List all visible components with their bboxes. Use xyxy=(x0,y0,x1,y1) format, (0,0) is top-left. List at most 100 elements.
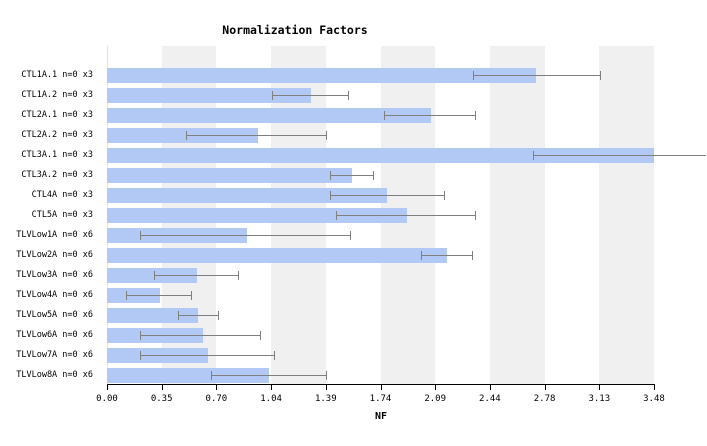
error-bar-cap-right xyxy=(443,191,445,200)
bar xyxy=(107,148,654,163)
error-bar-cap-left xyxy=(140,351,141,360)
x-tick xyxy=(380,385,382,390)
error-bar-cap-left xyxy=(330,171,332,180)
grid-band xyxy=(489,46,545,385)
x-tick-label: 2.44 xyxy=(479,394,501,404)
error-bar-cap-right xyxy=(326,131,328,140)
bar xyxy=(107,368,269,383)
error-bar-cap-left xyxy=(532,151,534,160)
category-label: TLVLow1A n=0 x6 xyxy=(16,230,93,240)
error-bar-cap-right xyxy=(349,231,351,240)
error-bar-cap-right xyxy=(217,311,219,320)
error-bar-cap-right xyxy=(326,371,328,380)
error-bar-cap-left xyxy=(473,71,475,80)
bar xyxy=(107,88,312,103)
bar xyxy=(107,248,447,263)
category-label: TLVLow5A n=0 x6 xyxy=(16,310,93,320)
bar xyxy=(107,308,199,323)
x-tick xyxy=(489,385,491,390)
x-tick xyxy=(599,385,601,390)
error-bar-cap-left xyxy=(140,231,141,240)
bar xyxy=(107,188,387,203)
x-tick xyxy=(435,385,437,390)
x-tick-label: 3.48 xyxy=(643,394,665,404)
category-label: CTL3A.1 n=0 x3 xyxy=(21,150,93,160)
x-tick xyxy=(216,385,218,390)
category-label: CTL4A n=0 x3 xyxy=(31,190,93,200)
error-bar-cap-left xyxy=(210,371,212,380)
x-tick-label: 1.74 xyxy=(369,394,392,404)
error-bar-line xyxy=(140,335,262,336)
error-bar-cap-right xyxy=(472,251,474,260)
bar xyxy=(107,108,431,123)
error-bar-line xyxy=(210,375,328,376)
category-label: CTL1A.2 n=0 x3 xyxy=(21,90,93,100)
error-bar-line xyxy=(336,215,477,216)
x-tick-label: 0.35 xyxy=(150,394,173,404)
error-bar-line xyxy=(330,195,445,196)
error-bar-line xyxy=(125,295,192,296)
error-bar-cap-left xyxy=(185,131,187,140)
bar xyxy=(107,68,537,83)
error-bar-line xyxy=(473,75,601,76)
bar xyxy=(107,268,197,283)
x-tick xyxy=(271,385,273,390)
category-label: TLVLow7A n=0 x6 xyxy=(16,350,93,360)
error-bar-line xyxy=(330,175,375,176)
x-tick xyxy=(544,385,546,390)
x-tick-label: 3.13 xyxy=(588,394,611,404)
category-label: CTL2A.1 n=0 x3 xyxy=(21,110,93,120)
x-tick-label: 0.70 xyxy=(205,394,228,404)
error-bar-line xyxy=(154,275,240,276)
category-axis: CTL1A.1 n=0 x3 CTL1A.2 n=0 x3 CTL2A.1 n=0 … xyxy=(0,46,100,385)
grid-band xyxy=(599,46,654,385)
x-tick xyxy=(654,385,655,390)
error-bar-cap-left xyxy=(154,271,156,280)
error-bar-line xyxy=(272,95,350,96)
category-label: CTL3A.2 n=0 x3 xyxy=(21,170,93,180)
error-bar-cap-left xyxy=(383,111,385,120)
error-bar-line xyxy=(140,355,276,356)
error-bar-cap-right xyxy=(373,171,375,180)
category-label: TLVLow2A n=0 x6 xyxy=(16,250,93,260)
error-bar-line xyxy=(185,135,328,136)
error-bar-line xyxy=(421,255,474,256)
error-bar-cap-right xyxy=(475,211,477,220)
error-bar-line xyxy=(532,155,706,156)
category-label: TLVLow4A n=0 x6 xyxy=(16,290,93,300)
x-tick xyxy=(107,385,108,390)
x-tick-label: 1.39 xyxy=(314,394,337,404)
error-bar-cap-right xyxy=(190,291,192,300)
error-bar-cap-left xyxy=(421,251,423,260)
x-tick-label: 2.09 xyxy=(424,394,447,404)
error-bar-line xyxy=(383,115,477,116)
error-bar-cap-right xyxy=(599,71,601,80)
x-tick xyxy=(161,385,163,390)
x-tick-label: 1.04 xyxy=(260,394,282,404)
category-label: CTL5A n=0 x3 xyxy=(31,210,93,220)
plot-area: 0.00 0.35 0.70 1.04 1.39 1.74 2.09 2.44 2.78 3.13… xyxy=(96,46,706,422)
error-bar-cap-left xyxy=(140,331,141,340)
bar xyxy=(107,168,353,183)
x-tick-label: 2.78 xyxy=(533,394,556,404)
category-label: CTL2A.2 n=0 x3 xyxy=(21,130,93,140)
x-axis-line xyxy=(107,384,655,385)
error-bar-cap-right xyxy=(475,111,477,120)
bar xyxy=(107,128,258,143)
bar xyxy=(107,208,408,223)
error-bar-cap-right xyxy=(348,91,350,100)
category-label: TLVLow8A n=0 x6 xyxy=(16,370,93,380)
error-bar-line xyxy=(177,315,219,316)
error-bar-line xyxy=(140,235,351,236)
x-tick-label: 0.00 xyxy=(96,394,118,404)
error-bar-cap-left xyxy=(125,291,127,300)
error-bar-cap-right xyxy=(260,331,262,340)
category-label: CTL1A.1 n=0 x3 xyxy=(21,70,93,80)
category-label: TLVLow3A n=0 x6 xyxy=(16,270,93,280)
error-bar-cap-right xyxy=(274,351,276,360)
error-bar-cap-left xyxy=(272,91,274,100)
x-tick xyxy=(325,385,327,390)
error-bar-cap-left xyxy=(177,311,179,320)
chart-title: Normalization Factors xyxy=(222,23,368,37)
